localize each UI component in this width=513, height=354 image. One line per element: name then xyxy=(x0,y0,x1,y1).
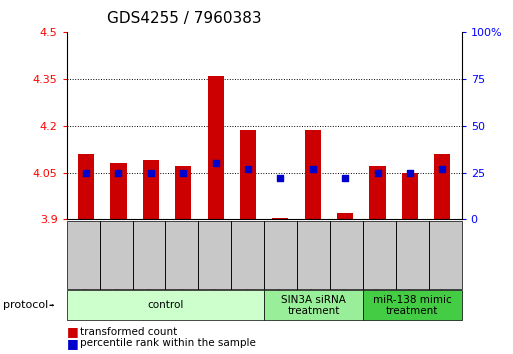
Bar xyxy=(305,130,321,219)
Point xyxy=(277,175,285,181)
Point xyxy=(82,170,90,176)
Point xyxy=(147,170,155,176)
Text: control: control xyxy=(147,300,184,310)
Point xyxy=(406,170,414,176)
Bar xyxy=(402,173,418,219)
Bar xyxy=(337,213,353,219)
Bar xyxy=(78,154,94,219)
Point xyxy=(309,166,317,172)
Point xyxy=(211,160,220,166)
Text: GDS4255 / 7960383: GDS4255 / 7960383 xyxy=(107,11,262,25)
Bar xyxy=(110,163,127,219)
Bar xyxy=(175,166,191,219)
Text: percentile rank within the sample: percentile rank within the sample xyxy=(80,338,255,348)
Point xyxy=(244,166,252,172)
Text: ■: ■ xyxy=(67,337,78,350)
Text: protocol: protocol xyxy=(3,300,48,310)
Point xyxy=(179,170,187,176)
Bar xyxy=(240,130,256,219)
Bar xyxy=(143,160,159,219)
Text: transformed count: transformed count xyxy=(80,327,177,337)
Text: ■: ■ xyxy=(67,325,78,338)
Bar xyxy=(434,154,450,219)
Point xyxy=(438,166,446,172)
Point xyxy=(114,170,123,176)
Point xyxy=(341,175,349,181)
Text: SIN3A siRNA
treatment: SIN3A siRNA treatment xyxy=(281,295,346,316)
Bar xyxy=(369,166,386,219)
Bar xyxy=(272,218,288,219)
Point xyxy=(373,170,382,176)
Text: miR-138 mimic
treatment: miR-138 mimic treatment xyxy=(373,295,452,316)
Bar xyxy=(208,76,224,219)
